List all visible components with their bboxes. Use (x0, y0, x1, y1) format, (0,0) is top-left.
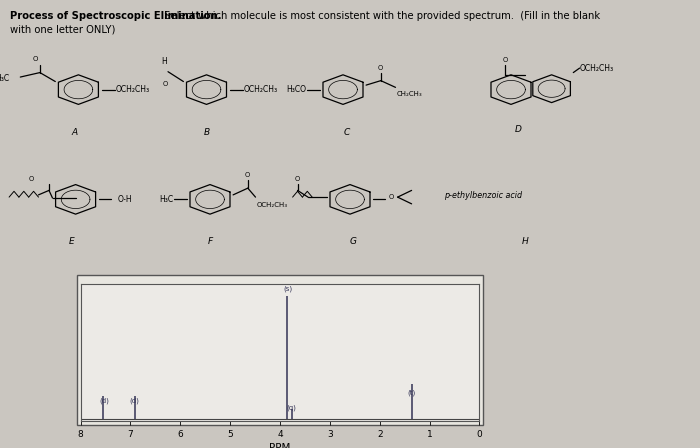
Text: (q): (q) (286, 405, 296, 411)
Text: (d): (d) (99, 397, 109, 404)
Text: O: O (244, 172, 250, 178)
Text: F: F (207, 237, 213, 246)
Text: with one letter ONLY): with one letter ONLY) (10, 25, 116, 34)
X-axis label: PPM: PPM (270, 444, 290, 448)
Text: C: C (344, 128, 349, 137)
Text: (t): (t) (407, 390, 415, 396)
Text: OCH₂CH₃: OCH₂CH₃ (256, 202, 287, 208)
Text: O: O (377, 65, 383, 71)
Text: O: O (28, 177, 34, 182)
Text: (s): (s) (283, 285, 292, 292)
Text: O: O (503, 57, 508, 63)
Text: (d): (d) (130, 398, 139, 404)
Text: O-H: O-H (118, 195, 132, 204)
Text: A: A (72, 128, 78, 137)
Text: B: B (204, 128, 209, 137)
Text: O: O (295, 177, 300, 182)
Text: O: O (389, 194, 394, 200)
Text: Select which molecule is most consistent with the provided spectrum.  (Fill in t: Select which molecule is most consistent… (158, 11, 600, 21)
Text: H₃C: H₃C (159, 195, 173, 204)
Text: H₃C: H₃C (0, 74, 10, 83)
Text: H: H (522, 237, 528, 246)
Text: CH₂CH₃: CH₂CH₃ (397, 91, 423, 97)
Text: D: D (514, 125, 522, 134)
FancyBboxPatch shape (77, 275, 483, 425)
Text: G: G (350, 237, 357, 246)
Text: OCH₂CH₃: OCH₂CH₃ (244, 85, 278, 94)
Text: O: O (32, 56, 38, 62)
Text: Process of Spectroscopic Elimination.: Process of Spectroscopic Elimination. (10, 11, 222, 21)
Text: H: H (162, 57, 167, 66)
Text: p-ethylbenzoic acid: p-ethylbenzoic acid (444, 191, 523, 200)
Text: H₃CO: H₃CO (286, 85, 306, 94)
Text: E: E (69, 237, 75, 246)
Text: OCH₂CH₃: OCH₂CH₃ (116, 85, 150, 94)
Text: O: O (162, 81, 168, 86)
Text: OCH₂CH₃: OCH₂CH₃ (580, 64, 614, 73)
